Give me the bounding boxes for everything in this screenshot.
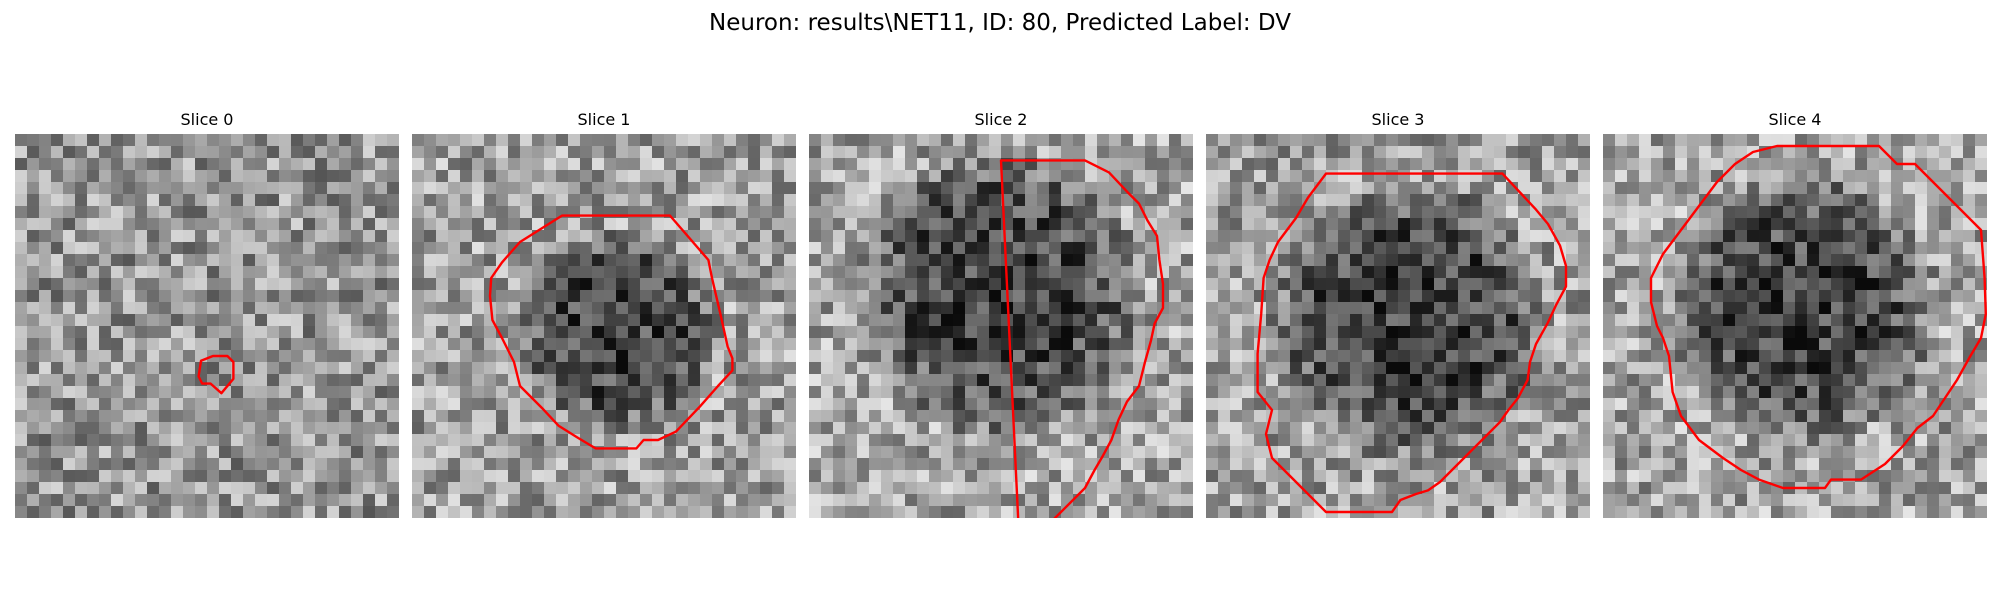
slice-title-2: Slice 2: [974, 110, 1028, 129]
slice-title-3: Slice 3: [1371, 110, 1425, 129]
roi-contour-1: [488, 214, 734, 450]
slice-image-4: [1603, 134, 1987, 518]
slice-title-4: Slice 4: [1768, 110, 1822, 129]
roi-contour-3: [1256, 172, 1568, 514]
roi-contour-0: [197, 354, 235, 395]
slice-title-0: Slice 0: [180, 110, 234, 129]
slice-image-3: [1206, 134, 1590, 518]
slice-image-1: [412, 134, 796, 518]
slice-image-0: [15, 134, 399, 518]
slice-title-1: Slice 1: [577, 110, 631, 129]
slice-image-2: [809, 134, 1193, 518]
roi-contour-2: [999, 159, 1165, 518]
figure-title: Neuron: results\NET11, ID: 80, Predicted…: [709, 10, 1291, 36]
roi-contour-4: [1649, 144, 1987, 490]
